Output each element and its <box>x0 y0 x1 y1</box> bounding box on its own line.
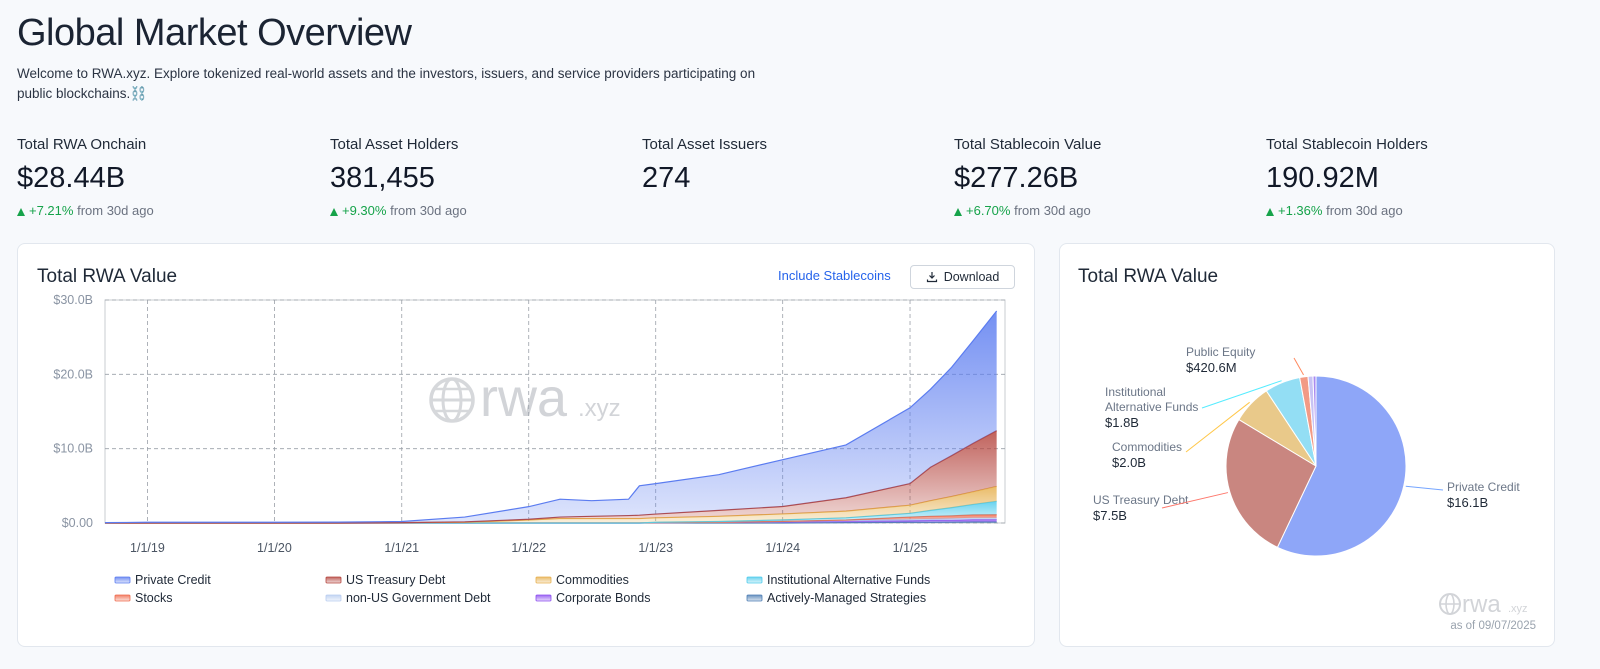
pie-category: Public Equity <box>1186 345 1256 359</box>
pie-value: $420.6M <box>1186 360 1237 375</box>
legend-swatch <box>114 594 131 602</box>
up-arrow <box>1266 208 1274 216</box>
pie-category: US Treasury Debt <box>1093 493 1189 507</box>
pie-slice <box>1225 418 1317 548</box>
x-tick-label: 1/1/20 <box>257 541 292 555</box>
stat-label: Total Stablecoin Value <box>954 136 1102 153</box>
stat-change: +1.36% from 30d ago <box>1266 203 1403 218</box>
pie-slice <box>1312 375 1317 467</box>
legend-swatch <box>325 576 342 584</box>
legend-label: non-US Government Debt <box>346 591 491 605</box>
stat-value: 274 <box>642 162 691 194</box>
x-tick-label: 1/1/22 <box>511 541 546 555</box>
leader-line <box>1185 401 1250 453</box>
change-pct: +9.30% <box>342 203 387 218</box>
leader-line <box>1201 380 1282 409</box>
stat-change: +9.30% from 30d ago <box>330 203 467 218</box>
x-tick-label: 1/1/25 <box>893 541 928 555</box>
stat-change: +6.70% from 30d ago <box>954 203 1091 218</box>
y-tick-label: $0.00 <box>62 516 93 530</box>
leader-line <box>1405 485 1444 491</box>
legend-label: Stocks <box>135 591 173 605</box>
pie-watermark <box>1439 593 1461 615</box>
area-title: Total RWA Value <box>37 266 178 287</box>
page-title: Global Market Overview <box>17 12 412 54</box>
x-tick-label: 1/1/24 <box>765 541 800 555</box>
change-note: from 30d ago <box>1326 203 1403 218</box>
include-stablecoins[interactable]: Include Stablecoins <box>778 268 891 283</box>
change-note: from 30d ago <box>390 203 467 218</box>
change-pct: +7.21% <box>29 203 74 218</box>
y-tick-label: $30.0B <box>53 293 93 307</box>
pie-slice <box>1276 375 1407 557</box>
legend-label: Corporate Bonds <box>556 591 651 605</box>
legend-swatch <box>114 576 131 584</box>
legend-label: Institutional Alternative Funds <box>767 573 930 587</box>
x-tick-label: 1/1/23 <box>638 541 673 555</box>
stat-value: 190.92M <box>1266 162 1379 194</box>
watermark-brand: rwa <box>480 368 568 428</box>
pie-value: $1.8B <box>1105 415 1139 430</box>
stat-value: $277.26B <box>954 162 1079 194</box>
watermark <box>429 377 475 423</box>
legend-label: Commodities <box>556 573 629 587</box>
stat-change: +7.21% from 30d ago <box>17 203 154 218</box>
legend-swatch <box>746 576 763 584</box>
legend-swatch <box>535 576 552 584</box>
page-description: Welcome to RWA.xyz. Explore tokenized re… <box>17 66 756 101</box>
leader-line <box>1161 492 1229 509</box>
pie-label: Private Credit $16.1B <box>1447 480 1520 511</box>
pie-label: Commodities $2.0B <box>1112 440 1182 471</box>
area-fill <box>105 521 997 523</box>
pie-label: Institutional Alternative Funds $1.8B <box>1105 385 1223 431</box>
change-note: from 30d ago <box>77 203 154 218</box>
stat-label: Total RWA Onchain <box>17 136 147 153</box>
legend-label: US Treasury Debt <box>346 573 446 587</box>
pie-watermark-suffix: .xyz <box>1508 603 1528 615</box>
legend-label: Actively-Managed Strategies <box>767 591 926 605</box>
change-note: from 30d ago <box>1014 203 1091 218</box>
stat-value: $28.44B <box>17 162 126 194</box>
area-fill <box>105 311 997 523</box>
legend-swatch <box>746 594 763 602</box>
legend-swatch <box>325 594 342 602</box>
stat-label: Total Asset Holders <box>330 136 459 153</box>
x-tick-label: 1/1/21 <box>384 541 419 555</box>
x-tick-label: 1/1/19 <box>130 541 165 555</box>
change-pct: +1.36% <box>1278 203 1323 218</box>
stat-label: Total Stablecoin Holders <box>1266 136 1428 153</box>
up-arrow <box>330 208 338 216</box>
pie-label: Public Equity $420.6M <box>1186 345 1255 376</box>
stat-value: 381,455 <box>330 162 435 194</box>
stat-label: Total Asset Issuers <box>642 136 768 153</box>
y-tick-label: $10.0B <box>53 442 93 456</box>
pie-watermark-brand: rwa <box>1462 591 1501 618</box>
download-label: Download <box>943 270 1000 284</box>
leader-line <box>1293 357 1304 376</box>
area-line <box>104 310 998 524</box>
pie-title: Total RWA Value <box>1078 266 1219 287</box>
change-pct: +6.70% <box>966 203 1011 218</box>
legend-swatch <box>535 594 552 602</box>
legend-label: Private Credit <box>135 573 211 587</box>
y-tick-label: $20.0B <box>53 367 93 381</box>
pie-category: Institutional Alternative Funds <box>1105 385 1199 414</box>
download-icon <box>926 272 937 283</box>
pie-value: $16.1B <box>1447 495 1489 510</box>
pie-category: Private Credit <box>1447 480 1520 494</box>
pie-value: $7.5B <box>1093 508 1127 523</box>
watermark-suffix: .xyz <box>578 395 621 422</box>
download-button[interactable]: Download <box>910 265 1015 289</box>
pie-category: Commodities <box>1112 440 1183 454</box>
up-arrow <box>954 208 962 216</box>
up-arrow <box>17 208 25 216</box>
as-of: as of 09/07/2025 <box>1450 620 1536 632</box>
pie-label: US Treasury Debt $7.5B <box>1093 493 1188 524</box>
pie-value: $2.0B <box>1112 455 1146 470</box>
